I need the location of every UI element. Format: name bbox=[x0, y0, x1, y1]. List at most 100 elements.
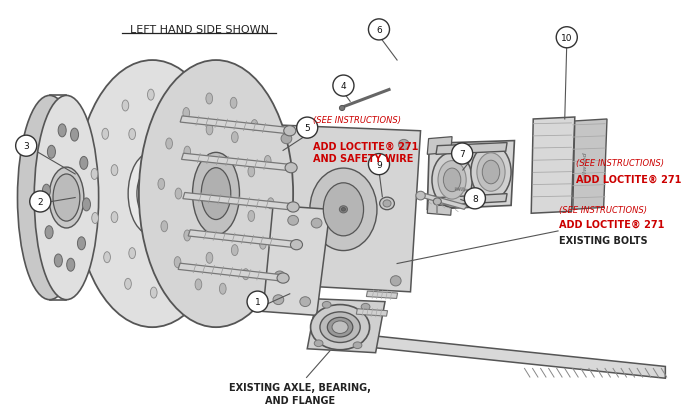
Ellipse shape bbox=[150, 288, 157, 298]
Circle shape bbox=[247, 291, 268, 312]
Ellipse shape bbox=[323, 183, 363, 236]
Text: wilwood: wilwood bbox=[582, 151, 587, 179]
Ellipse shape bbox=[219, 283, 226, 294]
Ellipse shape bbox=[379, 198, 394, 210]
Ellipse shape bbox=[206, 253, 213, 264]
Ellipse shape bbox=[273, 295, 284, 305]
Text: 5: 5 bbox=[304, 124, 310, 133]
Ellipse shape bbox=[43, 185, 50, 198]
Ellipse shape bbox=[34, 96, 99, 300]
Ellipse shape bbox=[48, 146, 55, 159]
Ellipse shape bbox=[129, 129, 136, 140]
Ellipse shape bbox=[158, 179, 164, 190]
Ellipse shape bbox=[102, 129, 108, 140]
Text: 2: 2 bbox=[38, 198, 43, 207]
Ellipse shape bbox=[361, 303, 370, 310]
Ellipse shape bbox=[354, 342, 362, 349]
Ellipse shape bbox=[49, 168, 84, 228]
Ellipse shape bbox=[248, 211, 255, 222]
Ellipse shape bbox=[438, 161, 466, 200]
Polygon shape bbox=[329, 331, 666, 378]
Polygon shape bbox=[181, 154, 292, 171]
Ellipse shape bbox=[175, 189, 182, 200]
Ellipse shape bbox=[66, 258, 75, 272]
Ellipse shape bbox=[173, 99, 180, 110]
Ellipse shape bbox=[477, 153, 505, 192]
Ellipse shape bbox=[184, 147, 190, 158]
Ellipse shape bbox=[111, 165, 118, 176]
Ellipse shape bbox=[176, 276, 183, 288]
Text: 10: 10 bbox=[561, 34, 573, 43]
Ellipse shape bbox=[391, 276, 401, 286]
Ellipse shape bbox=[482, 161, 500, 184]
Ellipse shape bbox=[18, 96, 82, 300]
Ellipse shape bbox=[161, 221, 168, 232]
Ellipse shape bbox=[251, 120, 258, 131]
Text: (SEE INSTRUCTIONS): (SEE INSTRUCTIONS) bbox=[314, 116, 401, 125]
Circle shape bbox=[15, 136, 36, 157]
Ellipse shape bbox=[193, 153, 239, 235]
Ellipse shape bbox=[340, 206, 347, 213]
Ellipse shape bbox=[290, 240, 302, 250]
Ellipse shape bbox=[53, 175, 80, 222]
Polygon shape bbox=[366, 291, 398, 299]
Text: 4: 4 bbox=[341, 82, 346, 91]
Text: (SEE INSTRUCTIONS): (SEE INSTRUCTIONS) bbox=[559, 206, 648, 215]
Polygon shape bbox=[427, 196, 452, 216]
Polygon shape bbox=[423, 194, 468, 210]
Polygon shape bbox=[573, 120, 607, 210]
Ellipse shape bbox=[284, 126, 296, 137]
Ellipse shape bbox=[443, 169, 461, 192]
Ellipse shape bbox=[80, 157, 88, 170]
Circle shape bbox=[368, 20, 389, 41]
Ellipse shape bbox=[300, 297, 311, 307]
Ellipse shape bbox=[184, 230, 190, 241]
Ellipse shape bbox=[148, 90, 154, 101]
Text: ADD LOCTITE® 271
AND SAFETY WIRE: ADD LOCTITE® 271 AND SAFETY WIRE bbox=[314, 141, 419, 164]
Ellipse shape bbox=[232, 245, 238, 256]
Ellipse shape bbox=[242, 269, 249, 280]
Text: 3: 3 bbox=[23, 142, 29, 151]
Ellipse shape bbox=[206, 94, 213, 105]
Ellipse shape bbox=[416, 192, 426, 200]
Ellipse shape bbox=[111, 212, 118, 223]
Ellipse shape bbox=[267, 198, 274, 209]
Ellipse shape bbox=[194, 125, 201, 136]
Text: 8: 8 bbox=[472, 194, 478, 203]
Text: 9: 9 bbox=[376, 160, 382, 169]
Ellipse shape bbox=[156, 256, 162, 267]
Ellipse shape bbox=[92, 213, 99, 224]
Polygon shape bbox=[307, 299, 385, 353]
Circle shape bbox=[556, 28, 577, 49]
Ellipse shape bbox=[281, 134, 292, 144]
Circle shape bbox=[464, 188, 485, 209]
Polygon shape bbox=[178, 263, 284, 281]
Ellipse shape bbox=[180, 144, 186, 155]
Ellipse shape bbox=[232, 133, 238, 143]
Ellipse shape bbox=[83, 198, 90, 211]
Polygon shape bbox=[183, 193, 294, 211]
Text: ADD LOCTITE® 271: ADD LOCTITE® 271 bbox=[559, 220, 665, 229]
Ellipse shape bbox=[137, 168, 168, 221]
Circle shape bbox=[452, 144, 472, 165]
Ellipse shape bbox=[287, 202, 299, 213]
Ellipse shape bbox=[55, 254, 62, 267]
Ellipse shape bbox=[471, 145, 511, 200]
Ellipse shape bbox=[322, 302, 331, 308]
Ellipse shape bbox=[310, 169, 377, 251]
Polygon shape bbox=[427, 137, 452, 155]
Polygon shape bbox=[438, 194, 507, 206]
Ellipse shape bbox=[206, 125, 213, 135]
Text: (SEE INSTRUCTIONS): (SEE INSTRUCTIONS) bbox=[576, 159, 664, 168]
Text: ADD LOCTITE® 271: ADD LOCTITE® 271 bbox=[576, 175, 682, 184]
Ellipse shape bbox=[189, 189, 196, 200]
Ellipse shape bbox=[180, 233, 186, 244]
Ellipse shape bbox=[277, 273, 289, 283]
Ellipse shape bbox=[58, 125, 66, 137]
Text: 6: 6 bbox=[376, 26, 382, 35]
Polygon shape bbox=[531, 118, 575, 214]
Ellipse shape bbox=[342, 208, 345, 211]
Ellipse shape bbox=[122, 101, 129, 112]
Text: EXISTING BOLTS: EXISTING BOLTS bbox=[559, 235, 648, 245]
Polygon shape bbox=[266, 126, 421, 292]
